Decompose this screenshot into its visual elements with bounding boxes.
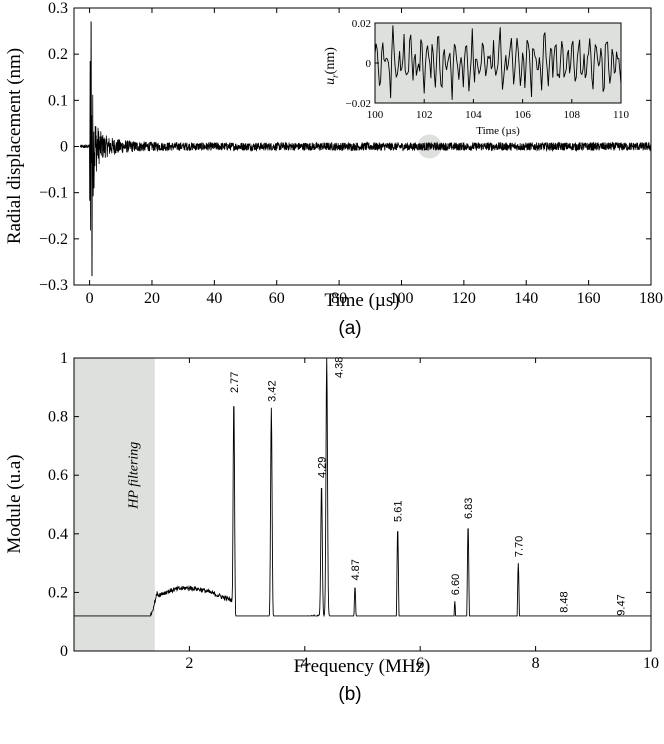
chart-a-x-tick-label: 0 xyxy=(86,290,94,307)
chart-b-x-tick-label: 2 xyxy=(185,655,193,672)
inset-x-tick-label: 100 xyxy=(367,109,384,121)
peak-labels: 2.77 3.42 4.29 4.38 4.87 5.61 6.60 6.83 7.70 8.48… xyxy=(229,357,628,616)
inset-chart: 0.020−0.02 100 102 104 106 108 110 Time (µs) … xyxy=(323,18,630,137)
peak-label: 6.60 xyxy=(450,574,462,595)
spectrum-line xyxy=(74,357,651,618)
inset-x-tick-label: 110 xyxy=(613,109,630,121)
chart-a-x-tick-label: 100 xyxy=(389,290,413,307)
peak-label: 8.48 xyxy=(558,591,570,612)
peak-label: 4.87 xyxy=(350,559,362,580)
peak-label: 5.61 xyxy=(393,501,405,522)
chart-b-y-tick-label: 0.6 xyxy=(48,467,68,484)
chart-b-y-tick-label: 0.2 xyxy=(48,584,68,601)
chart-b-x-label: Frequency (MHz) xyxy=(294,656,431,677)
peak-label: 9.47 xyxy=(615,594,627,615)
chart-b: HP filtering 0 0.2 0.4 0.6 0.8 1 2 4 6 8 10 2.77 3… xyxy=(4,350,659,705)
chart-b-frame xyxy=(73,357,652,652)
chart-a-x-label: Time (µs) xyxy=(324,290,399,311)
chart-a-y-tick-label: 0.1 xyxy=(48,92,68,109)
inset-x-tick-label: 102 xyxy=(416,109,433,121)
chart-b-y-tick-label: 0.8 xyxy=(48,409,68,426)
chart-b-y-ticks: 0 0.2 0.4 0.6 0.8 1 xyxy=(48,350,651,660)
chart-a-y-tick-label: −0.2 xyxy=(39,231,68,248)
inset-x-ticks: 100 102 104 106 108 110 xyxy=(367,99,630,121)
chart-a-x-tick-label: 180 xyxy=(639,290,663,307)
chart-a-x-tick-label: 80 xyxy=(331,290,347,307)
chart-a-x-tick-label: 40 xyxy=(206,290,222,307)
inset-x-label: Time (µs) xyxy=(476,125,520,137)
peak-label: 4.38 xyxy=(334,357,346,378)
chart-b-y-tick-label: 0 xyxy=(60,643,68,660)
chart-a-y-tick-label: −0.3 xyxy=(39,277,68,294)
chart-a-y-label: Radial displacement (nm) xyxy=(4,48,25,244)
chart-a-caption: (a) xyxy=(338,318,361,339)
chart-b-y-tick-label: 0.4 xyxy=(48,526,68,543)
peak-label: 2.77 xyxy=(229,372,241,393)
chart-a: 0.3 0.2 0.1 0 −0.1 −0.2 −0.3 0 20 40 60 80 100 120 14… xyxy=(4,0,663,339)
hp-filtering-region xyxy=(74,358,155,651)
inset-x-tick-label: 106 xyxy=(514,109,531,121)
hp-filtering-label: HP filtering xyxy=(126,442,141,510)
chart-b-x-ticks: 2 4 6 8 10 xyxy=(185,358,659,672)
inset-y-label-sub: r xyxy=(330,74,340,78)
peak-label: 3.42 xyxy=(266,380,278,401)
inset-x-tick-label: 104 xyxy=(465,109,482,121)
chart-b-caption: (b) xyxy=(338,684,361,705)
chart-a-y-tick-label: 0 xyxy=(60,139,68,156)
chart-a-x-tick-label: 160 xyxy=(577,290,601,307)
peak-label: 4.29 xyxy=(317,457,329,478)
inset-y-ticks: 0.02 0 −0.02 xyxy=(346,18,379,110)
chart-a-x-tick-label: 120 xyxy=(452,290,476,307)
chart-a-x-ticks: 0 20 40 60 80 100 120 140 160 180 xyxy=(86,8,663,307)
peak-label: 7.70 xyxy=(513,536,525,557)
inset-signal-line xyxy=(374,25,622,100)
chart-b-y-label: Module (u.a) xyxy=(4,454,25,553)
chart-a-y-tick-label: 0.2 xyxy=(48,46,68,63)
inset-y-tick-label: −0.02 xyxy=(346,98,371,110)
chart-b-x-tick-label: 10 xyxy=(643,655,659,672)
chart-b-x-tick-label: 8 xyxy=(532,655,540,672)
chart-a-y-ticks: 0.3 0.2 0.1 0 −0.1 −0.2 −0.3 xyxy=(39,0,651,294)
svg-text:ur(nm): ur(nm) xyxy=(323,47,340,85)
time-signal-line xyxy=(79,21,652,277)
chart-b-y-tick-label: 1 xyxy=(60,350,68,367)
peak-label: 6.83 xyxy=(463,498,475,519)
chart-a-x-tick-label: 140 xyxy=(514,290,538,307)
inset-y-label: ur(nm) xyxy=(323,47,340,85)
chart-a-x-tick-label: 60 xyxy=(269,290,285,307)
chart-a-x-tick-label: 20 xyxy=(144,290,160,307)
chart-a-y-tick-label: 0.3 xyxy=(48,0,68,17)
chart-a-y-tick-label: −0.1 xyxy=(39,185,68,202)
inset-x-tick-label: 108 xyxy=(564,109,581,121)
chart-b-x-tick-label: 4 xyxy=(301,655,309,672)
inset-y-tick-label: 0 xyxy=(366,58,372,70)
inset-y-label-unit: (nm) xyxy=(323,47,338,75)
chart-b-x-tick-label: 6 xyxy=(416,655,424,672)
inset-y-tick-label: 0.02 xyxy=(352,18,371,30)
inset-y-label-main: u xyxy=(323,78,338,85)
